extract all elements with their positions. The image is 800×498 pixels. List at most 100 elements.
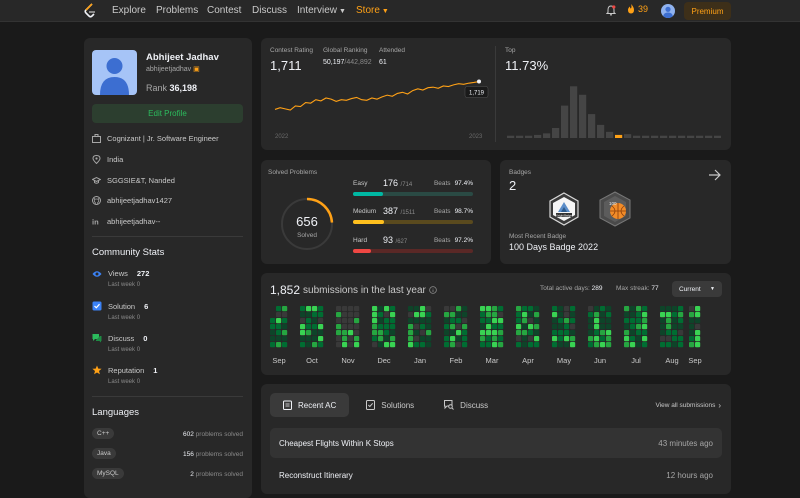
tab-recent-ac[interactable]: Recent AC [270, 393, 350, 417]
top-label: Top [505, 47, 516, 54]
contest-rating-chart[interactable]: 1,719 2022 2023 [269, 74, 489, 140]
rank-value: 36,198 [169, 83, 198, 93]
edit-profile-button[interactable]: Edit Profile [92, 104, 243, 123]
heatmap-cell [384, 330, 390, 336]
heatmap-cell [570, 312, 576, 318]
heatmap-cell [624, 342, 630, 348]
heatmap-cell [600, 324, 606, 330]
heatmap-cell [522, 318, 528, 324]
heatmap-cell [522, 324, 528, 330]
heatmap-cell [689, 342, 695, 348]
heatmap-cell [270, 324, 276, 330]
heatmap-cell [630, 318, 636, 324]
heatmap-cell [672, 306, 678, 312]
language-tag[interactable]: Java [92, 448, 116, 459]
heatmap-cell [534, 342, 540, 348]
heatmap-cell [492, 336, 498, 342]
heatmap-cell [588, 342, 594, 348]
school-text: SGGSIE&T, Nanded [107, 176, 175, 185]
stat-views: Views 272 [92, 269, 149, 278]
heatmap-cell [342, 336, 348, 342]
language-count-suffix: problems solved [195, 431, 243, 438]
recent-row[interactable]: Reconstruct Itinerary 12 hours ago [270, 460, 722, 490]
histogram-bar [705, 135, 713, 138]
stat-views-value: 272 [136, 269, 150, 278]
heatmap-cell [336, 312, 342, 318]
last-week-value: 0 [136, 347, 141, 353]
submissions-header: 1,852 submissions in the last year [270, 283, 437, 297]
heatmap-cell [462, 324, 468, 330]
nav-interview[interactable]: Interview ▼ [297, 5, 346, 16]
stat-views-sub: Last week 0 [108, 282, 140, 288]
tab-recent-ac-label: Recent AC [298, 400, 337, 410]
premium-button[interactable]: Premium [684, 2, 731, 20]
badges-count: 2 [509, 178, 517, 193]
heatmap-cell [606, 324, 612, 330]
tab-solutions[interactable]: Solutions [353, 393, 427, 417]
histogram-bar [651, 135, 659, 138]
heatmap-cell [282, 330, 288, 336]
bell-icon[interactable] [606, 5, 616, 16]
histogram-bar [534, 134, 542, 138]
nav-store[interactable]: Store ▼ [356, 5, 389, 16]
arrow-right-icon[interactable] [708, 169, 721, 181]
heatmap-cell [672, 318, 678, 324]
nav-explore[interactable]: Explore [112, 5, 146, 16]
heatmap-cell [372, 318, 378, 324]
tab-discuss[interactable]: Discuss [431, 393, 501, 417]
heatmap-cell [408, 306, 414, 312]
heatmap-cell [636, 324, 642, 330]
heatmap-cell [564, 312, 570, 318]
nav-discuss[interactable]: Discuss [252, 5, 288, 16]
global-ranking-value: 50,197/442,892 [323, 59, 372, 66]
solved-ring-arc [280, 197, 334, 251]
rating-point[interactable] [477, 79, 481, 84]
knight-badge-icon[interactable]: Knight Badge [548, 192, 580, 226]
heatmap-cell [414, 324, 420, 330]
heatmap-cell [414, 318, 420, 324]
heatmap-cell [492, 318, 498, 324]
submission-heatmap[interactable]: Sep Oct Nov Dec Jan Feb Mar Apr May Jun Jul Aug Sep [261, 303, 731, 369]
global-ranking-label: Global Ranking [323, 47, 368, 54]
view-all-submissions-link[interactable]: View all submissions › [655, 401, 721, 410]
heatmap-cell [558, 318, 564, 324]
linkedin-icon: in [92, 218, 99, 227]
heatmap-cell [306, 306, 312, 312]
histogram-bar [579, 94, 587, 138]
profile-card: Abhijeet Jadhav abhijeetjadhav ▣ Rank 36… [84, 38, 252, 498]
recent-row[interactable]: Cheapest Flights Within K Stops 43 minut… [270, 428, 722, 458]
month-label: Sep [272, 356, 285, 365]
streak-counter[interactable]: 39 [627, 4, 648, 14]
graduation-cap-icon [92, 176, 101, 184]
heatmap-cell [276, 330, 282, 336]
year-dropdown[interactable]: Current ▼ [672, 281, 722, 297]
stat-solution-value: 6 [144, 301, 149, 311]
language-tag[interactable]: MySQL [92, 468, 124, 479]
heatmap-cell [666, 312, 672, 318]
heatmap-cell [558, 342, 564, 348]
100-days-badge-icon[interactable]: 100 [596, 190, 634, 228]
heatmap-cell [498, 342, 504, 348]
heatmap-cell [486, 342, 492, 348]
language-tag[interactable]: C++ [92, 428, 115, 439]
github-link[interactable]: abhijeetjadhav1427 [92, 196, 172, 205]
linkedin-link[interactable]: in abhijeetjadhav-- [92, 217, 160, 226]
heatmap-cell [306, 324, 312, 330]
leetcode-logo-icon[interactable] [84, 3, 96, 19]
chevron-down-icon: ▼ [381, 8, 389, 15]
heatmap-cell [528, 318, 534, 324]
nav-problems[interactable]: Problems [156, 5, 199, 16]
heatmap-cell [642, 306, 648, 312]
heatmap-cell [666, 306, 672, 312]
user-avatar[interactable] [661, 4, 675, 18]
ranking-histogram[interactable] [505, 84, 721, 140]
heatmap-cell [564, 318, 570, 324]
heatmap-cell [486, 306, 492, 312]
histogram-bar [660, 135, 668, 138]
nav-contest[interactable]: Contest [207, 5, 242, 16]
recent-badge-name: 100 Days Badge 2022 [509, 242, 599, 252]
attended-label: Attended [379, 47, 406, 54]
heatmap-cell [276, 324, 282, 330]
histogram-bar [543, 133, 551, 138]
info-icon[interactable] [429, 286, 437, 294]
